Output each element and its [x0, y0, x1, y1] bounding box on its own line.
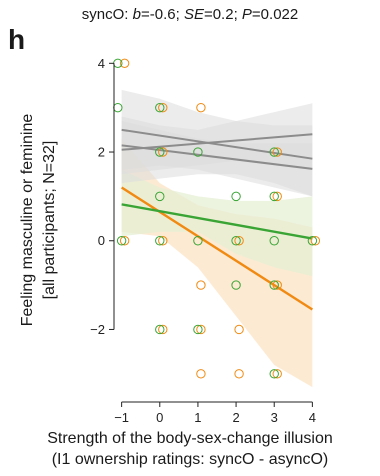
title-se-label: SE [183, 6, 204, 23]
data-point-async-10 [155, 236, 165, 246]
title-p-label: P [241, 6, 252, 23]
confidence-band-4 [121, 120, 313, 197]
data-point-async-9 [116, 236, 127, 246]
fit-line-2 [121, 128, 313, 160]
data-point-sync-17 [272, 369, 282, 379]
data-point-async-16 [269, 280, 279, 290]
x-axis-label: Strength of the body-sex-change illusion… [0, 428, 380, 470]
data-point-async-18 [193, 324, 203, 335]
x-axis-label-line2: (I1 ownership ratings: syncO - asyncO) [51, 451, 329, 468]
data-point-sync-2 [196, 102, 206, 113]
data-point-sync-7 [234, 236, 244, 246]
data-point-sync-3 [158, 147, 168, 157]
data-point-async-19 [269, 369, 279, 379]
data-point-sync-6 [158, 236, 168, 246]
data-point-sync-11 [272, 280, 282, 290]
data-point-async-3 [155, 147, 165, 157]
data-point-async-12 [231, 236, 241, 246]
x-tick-label: 1 [194, 410, 201, 425]
data-point-async-8 [269, 147, 279, 157]
data-point-sync-14 [158, 324, 168, 335]
y-tick-label: −2 [90, 322, 105, 337]
panel-letter: h [8, 24, 26, 55]
data-point-sync-1 [158, 102, 168, 113]
title-p-value: =0.022 [251, 6, 299, 23]
x-tick-label: 4 [309, 410, 316, 425]
confidence-band-1 [121, 169, 313, 277]
data-point-async-4 [193, 147, 203, 157]
data-point-async-15 [231, 280, 241, 290]
data-point-sync-4 [272, 147, 282, 157]
x-axis-label-line1: Strength of the body-sex-change illusion [47, 430, 333, 447]
x-tick-label: 2 [232, 410, 239, 425]
data-point-async-6 [231, 191, 241, 202]
data-point-sync-8 [119, 236, 130, 246]
title-se-value: =0.2; [203, 6, 242, 23]
data-point-async-1 [113, 102, 123, 113]
fit-line-3 [121, 133, 313, 151]
title-b-label: b [132, 6, 141, 23]
data-point-async-2 [155, 102, 165, 113]
y-tick-label: 0 [98, 233, 105, 248]
data-point-sync-10 [196, 280, 206, 290]
chart-title: syncO: b=-0.6; SE=0.2; P=0.022 [0, 6, 380, 23]
x-tick-label: 3 [271, 410, 278, 425]
data-point-async-14 [307, 236, 318, 246]
data-point-sync-5 [272, 191, 282, 202]
fit-line-1 [121, 203, 313, 240]
data-point-sync-16 [234, 369, 244, 379]
data-point-async-7 [269, 191, 279, 202]
data-point-async-11 [193, 236, 203, 246]
x-tick-label: 0 [156, 410, 163, 425]
y-tick-label: 2 [98, 145, 105, 160]
data-point-sync-15 [196, 369, 206, 379]
y-tick-label: 4 [98, 56, 105, 71]
data-point-sync-13 [234, 324, 244, 335]
fit-line-4 [121, 144, 313, 170]
data-point-sync-9 [310, 236, 321, 246]
data-point-sync-12 [196, 324, 206, 335]
title-b-value: =-0.6; [140, 6, 184, 23]
data-point-sync-0 [119, 58, 130, 69]
fit-line-0 [120, 186, 314, 311]
data-point-async-17 [155, 324, 165, 335]
x-tick-label: −1 [114, 410, 129, 425]
title-prefix: syncO: [81, 6, 133, 23]
data-point-async-13 [269, 236, 279, 246]
data-point-async-5 [155, 191, 165, 202]
